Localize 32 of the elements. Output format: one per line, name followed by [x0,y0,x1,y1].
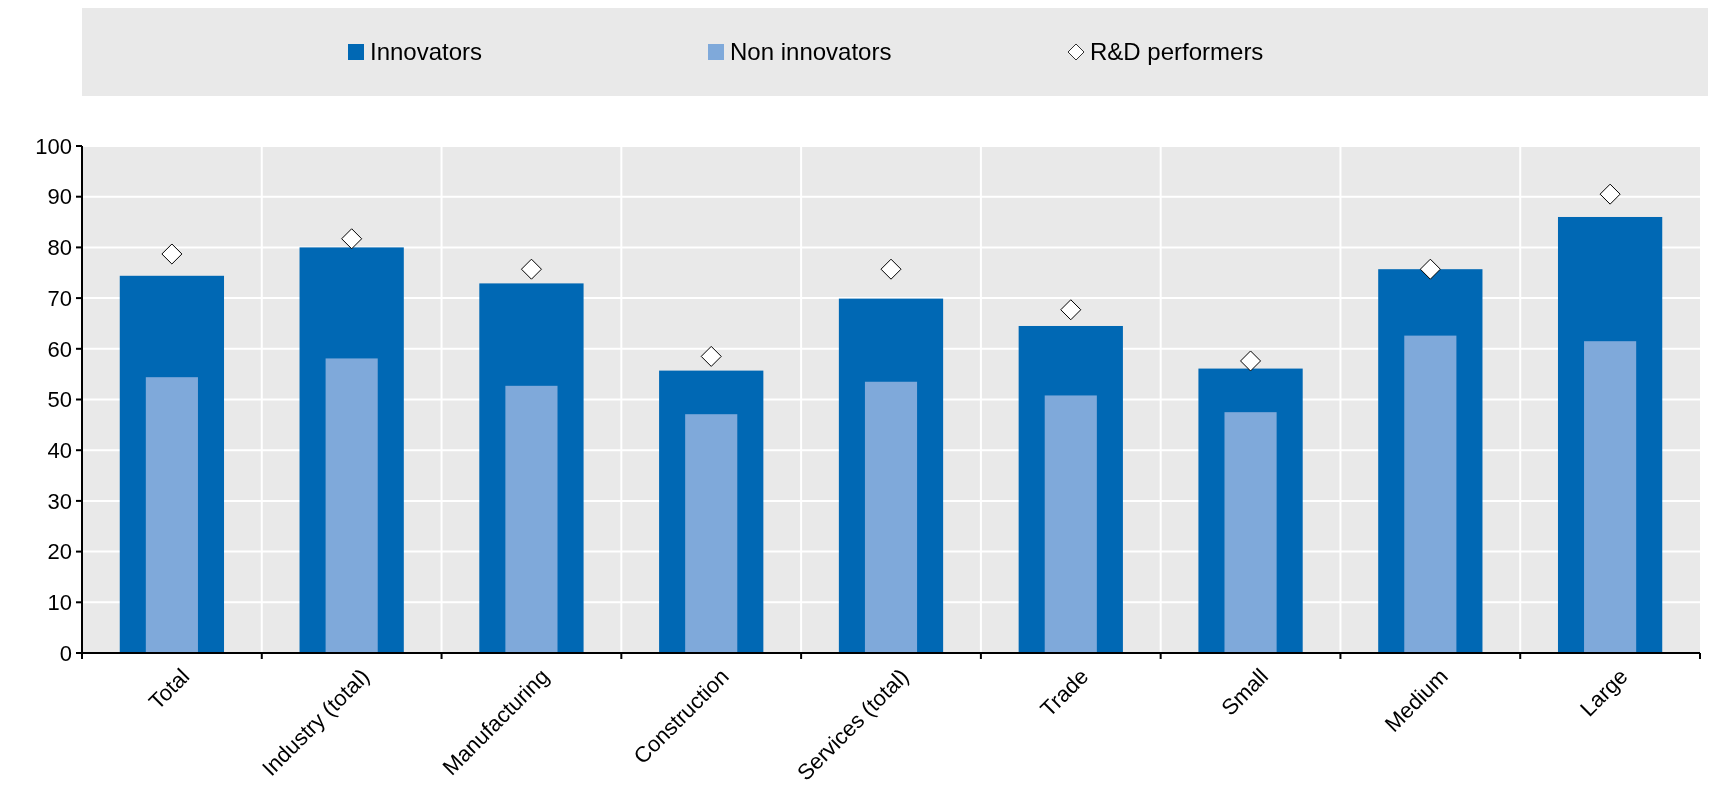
y-tick-label: 10 [47,590,72,615]
y-tick-label: 90 [47,184,72,210]
y-tick-label: 40 [47,437,72,463]
bar [325,358,378,653]
bar [1584,341,1637,653]
point [520,258,542,280]
bar [1404,335,1457,653]
y-tick-label: 50 [47,387,72,413]
bar [145,377,198,653]
legend-label: Non innovators [730,38,892,65]
point [880,258,902,280]
point [1240,350,1262,372]
y-tick-label: 100 [35,133,72,159]
point [1599,183,1621,205]
y-tick-label: 0 [59,640,72,666]
bar [1044,395,1097,653]
point [161,243,183,265]
point [1419,258,1441,280]
y-tick-label: 80 [47,235,72,261]
bar [864,381,918,653]
y-tick-label: 30 [47,488,72,514]
bar [685,414,738,653]
point [700,345,722,367]
bar [505,385,558,653]
y-tick-label: 60 [47,336,72,362]
legend-label: Innovators [370,38,483,65]
bar [1224,412,1277,653]
y-tick-label: 70 [47,285,72,311]
point [341,228,363,250]
y-tick-label: 20 [47,539,72,565]
legend-label: R&D performers [1090,38,1264,65]
point [1060,299,1082,321]
